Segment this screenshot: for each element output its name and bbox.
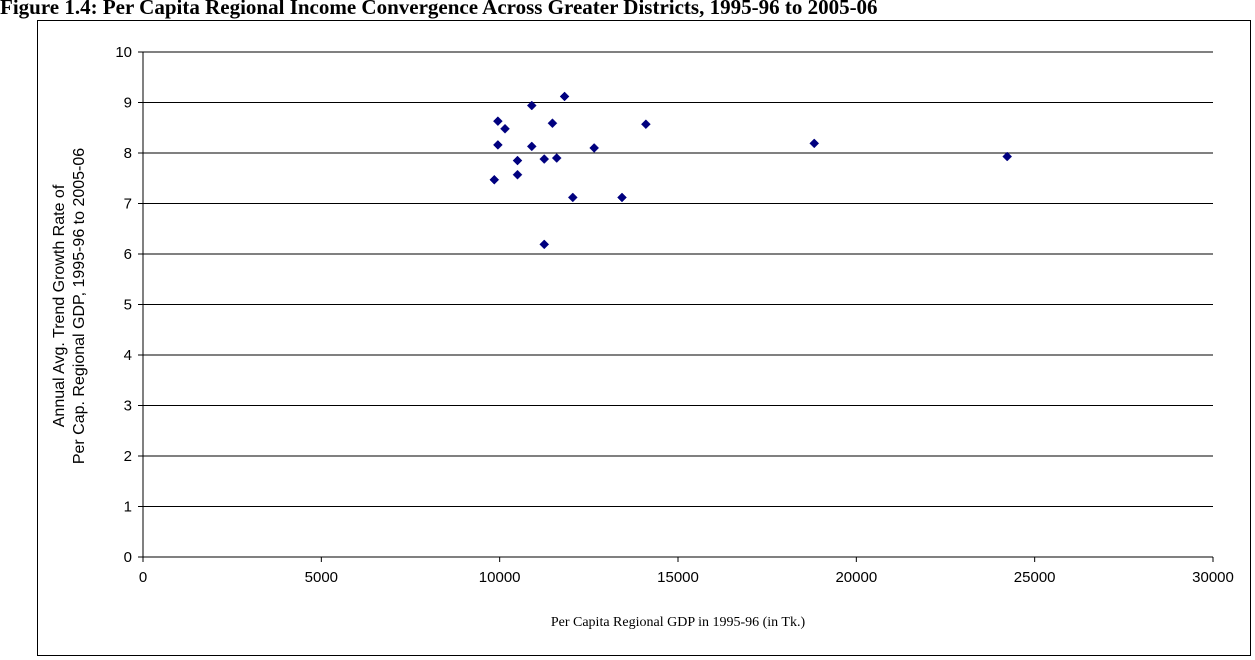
- y-axis-label-line-1: Annual Avg. Trend Growth Rate of: [51, 184, 68, 427]
- x-tick-label: 25000: [1014, 569, 1056, 586]
- x-tick-labels: 0 5000 10000 15000 20000 25000 30000: [139, 569, 1234, 586]
- data-point-10: [547, 118, 558, 129]
- x-tick-label: 20000: [835, 569, 877, 586]
- chart-frame: [37, 20, 1251, 656]
- gridlines: [143, 51, 1213, 507]
- x-tick-label: 15000: [657, 569, 699, 586]
- data-point-6: [526, 100, 537, 111]
- y-tick-label: 8: [124, 145, 132, 162]
- data-point-5: [512, 169, 523, 180]
- y-tick-label: 4: [124, 347, 132, 364]
- x-tick-label: 0: [139, 569, 147, 586]
- y-tick-label: 3: [124, 398, 132, 415]
- data-point-0: [489, 174, 500, 185]
- data-points: [489, 91, 1013, 250]
- data-point-4: [512, 155, 523, 166]
- data-point-18: [1002, 151, 1013, 162]
- y-tick-label: 5: [124, 297, 132, 314]
- data-point-16: [641, 119, 651, 130]
- y-tick-label: 1: [124, 499, 132, 516]
- data-point-7: [526, 141, 537, 152]
- y-tick-label: 0: [124, 549, 132, 566]
- chart-title: Figure 1.4: Per Capita Regional Income C…: [0, 0, 878, 19]
- data-point-2: [493, 140, 503, 150]
- y-tick-label: 2: [124, 448, 132, 465]
- x-tick-label: 30000: [1192, 569, 1234, 586]
- data-point-14: [589, 143, 600, 153]
- data-point-3: [500, 123, 510, 134]
- y-tick-label: 10: [115, 44, 132, 61]
- x-tick-label: 10000: [479, 569, 521, 586]
- y-tick-label: 6: [124, 246, 132, 263]
- x-tick-label: 5000: [305, 569, 338, 586]
- data-point-11: [551, 153, 562, 163]
- data-point-15: [617, 192, 627, 203]
- y-tick-labels: 0 1 2 3 4 5 6 7 8 9 10: [115, 44, 132, 566]
- y-axis-label-line-2: Per Cap. Regional GDP, 1995-96 to 2005-0…: [71, 148, 88, 464]
- data-point-1: [493, 116, 503, 127]
- data-point-8: [539, 154, 550, 164]
- x-axis-label: Per Capita Regional GDP in 1995-96 (in T…: [551, 615, 806, 630]
- data-point-17: [809, 138, 820, 149]
- data-point-12: [559, 91, 570, 102]
- axes: [138, 51, 1214, 562]
- data-point-9: [539, 239, 550, 250]
- y-tick-label: 7: [124, 196, 132, 213]
- data-point-13: [567, 192, 578, 203]
- y-tick-label: 9: [124, 95, 132, 112]
